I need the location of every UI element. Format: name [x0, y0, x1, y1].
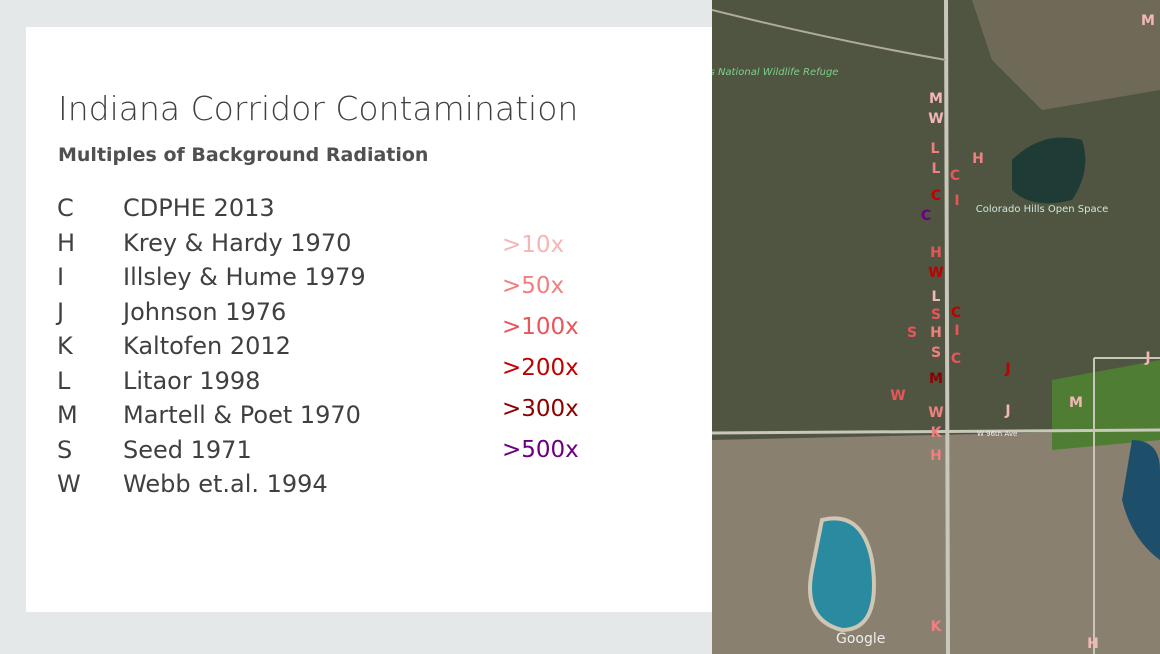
- map-marker: C: [931, 188, 941, 204]
- place-label: Colorado Hills Open Space: [976, 204, 1109, 215]
- map-marker: K: [931, 619, 943, 635]
- map-marker: J: [1004, 361, 1010, 377]
- map-marker: M: [1141, 13, 1155, 29]
- map-marker: H: [972, 151, 984, 167]
- map-marker: C: [951, 351, 961, 367]
- place-label: Google: [836, 631, 885, 647]
- map-marker: M: [929, 371, 943, 387]
- map-marker: W: [928, 265, 943, 281]
- level-label: >500x: [502, 437, 579, 463]
- level-label: >300x: [502, 396, 579, 422]
- map-marker: J: [1144, 350, 1150, 366]
- source-name: Litaor 1998: [123, 367, 260, 395]
- source-code: S: [57, 436, 72, 464]
- source-name: Kaltofen 2012: [123, 332, 291, 360]
- source-name: CDPHE 2013: [123, 194, 275, 222]
- legend-card: Indiana Corridor Contamination Multiples…: [26, 27, 712, 612]
- map-marker: L: [931, 141, 940, 157]
- map-marker: S: [931, 307, 941, 323]
- source-code: I: [57, 263, 64, 291]
- source-code: K: [57, 332, 73, 360]
- source-code: J: [57, 298, 64, 326]
- source-code: C: [57, 194, 74, 222]
- source-code: L: [57, 367, 70, 395]
- map-marker: L: [932, 289, 941, 305]
- map: Rocky Flats National Wildlife Refuge Colo…: [712, 0, 1160, 654]
- source-name: Webb et.al. 1994: [123, 470, 328, 498]
- map-marker: H: [930, 325, 942, 341]
- map-marker: H: [930, 245, 942, 261]
- map-marker: C: [950, 168, 960, 184]
- source-name: Martell & Poet 1970: [123, 401, 361, 429]
- subtitle: Multiples of Background Radiation: [58, 144, 428, 166]
- map-marker: L: [932, 161, 941, 177]
- map-marker: H: [930, 448, 942, 464]
- level-label: >10x: [502, 232, 564, 258]
- source-code: W: [57, 470, 81, 498]
- map-marker: M: [929, 91, 943, 107]
- map-marker: I: [954, 193, 959, 209]
- source-name: Johnson 1976: [123, 298, 286, 326]
- map-marker: W: [928, 405, 943, 421]
- place-label: Rocky Flats National Wildlife Refuge: [712, 67, 838, 78]
- map-marker: S: [907, 325, 917, 341]
- map-marker: W: [890, 388, 905, 404]
- source-name: Krey & Hardy 1970: [123, 229, 351, 257]
- map-marker: M: [1069, 395, 1083, 411]
- source-code: M: [57, 401, 78, 429]
- map-marker: K: [931, 425, 943, 441]
- map-marker: C: [921, 208, 931, 224]
- place-label: W 96th Ave: [977, 430, 1017, 438]
- level-label: >200x: [502, 355, 579, 381]
- source-name: Seed 1971: [123, 436, 252, 464]
- slide: Indiana Corridor Contamination Multiples…: [0, 0, 1160, 654]
- map-marker: I: [954, 323, 959, 339]
- map-marker: H: [1087, 636, 1099, 652]
- map-marker: S: [931, 345, 941, 361]
- level-label: >100x: [502, 314, 579, 340]
- source-name: Illsley & Hume 1979: [123, 263, 366, 291]
- map-marker: W: [928, 111, 943, 127]
- title: Indiana Corridor Contamination: [58, 89, 578, 128]
- map-marker: J: [1004, 403, 1010, 419]
- level-label: >50x: [502, 273, 564, 299]
- source-code: H: [57, 229, 75, 257]
- map-marker: C: [951, 305, 961, 321]
